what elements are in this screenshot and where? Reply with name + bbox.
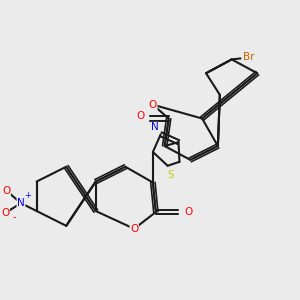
Text: O: O [149,100,157,110]
Text: O: O [130,224,138,234]
Text: O: O [2,186,10,197]
Text: S: S [167,169,174,180]
Text: O: O [1,208,9,218]
Text: O: O [136,110,144,121]
Text: N: N [17,198,25,208]
Text: +: + [24,191,31,200]
Text: Br: Br [243,52,254,62]
Text: N: N [151,122,159,132]
Text: O: O [184,207,193,217]
Text: -: - [12,212,16,222]
